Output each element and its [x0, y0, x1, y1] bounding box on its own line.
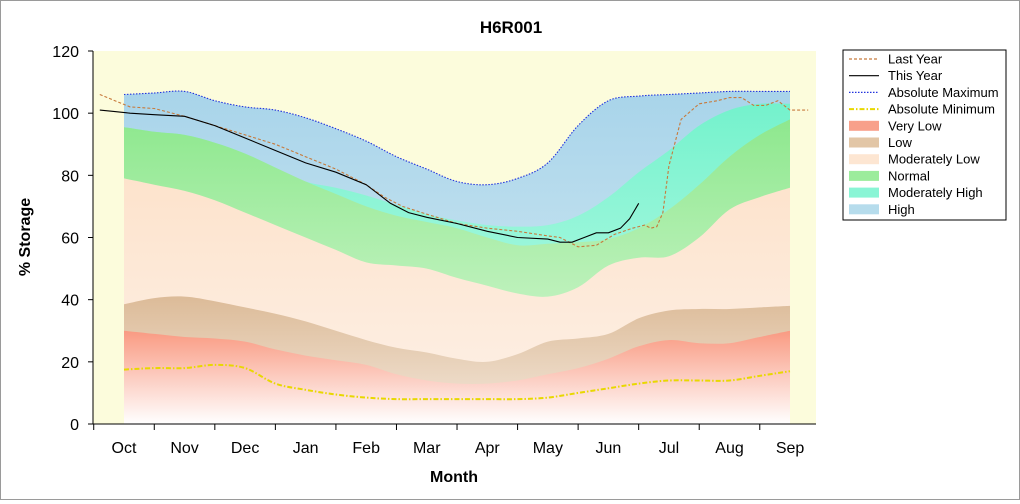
x-tick-label: Oct [112, 440, 137, 457]
legend-swatch-moderately-low [849, 154, 879, 165]
x-tick-label: Sep [776, 440, 805, 457]
x-tick-label: Jun [596, 440, 622, 457]
x-tick-label: May [533, 440, 563, 457]
this-year-line [99, 109, 640, 243]
chart-title: H6R001 [480, 18, 542, 37]
y-tick-label: 40 [61, 293, 79, 310]
absolute-minimum-line [123, 363, 791, 401]
legend-swatch-low [849, 137, 879, 148]
x-tick-label: Aug [715, 440, 743, 457]
x-tick-label: Dec [231, 440, 259, 457]
absolute-maximum-line [123, 90, 790, 186]
band-very-low [124, 330, 790, 424]
legend-label-this-year: This Year [888, 68, 943, 83]
legend-swatch-normal [849, 170, 879, 181]
x-tick-label: Apr [475, 440, 501, 457]
x-tick-label: Jul [659, 440, 679, 457]
x-tick-label: Mar [413, 440, 441, 457]
legend-swatch-high [849, 204, 879, 215]
y-tick-label: 120 [52, 44, 79, 61]
legend-label-moderately-low: Moderately Low [888, 152, 980, 167]
legend-label-absolute-maximum: Absolute Maximum [888, 85, 999, 100]
legend-label-high: High [888, 202, 915, 217]
y-tick-label: 100 [52, 106, 79, 123]
legend-label-last-year: Last Year [888, 52, 943, 67]
y-tick-label: 0 [70, 417, 79, 434]
y-tick-label: 20 [61, 355, 79, 372]
legend-label-absolute-minimum: Absolute Minimum [888, 102, 995, 117]
legend-label-moderately-high: Moderately High [888, 185, 983, 200]
legend-label-low: Low [888, 135, 912, 150]
legend-swatch-very-low [849, 120, 879, 131]
x-tick-label: Nov [170, 440, 198, 457]
legend-label-normal: Normal [888, 168, 930, 183]
x-axis-label: Month [430, 469, 478, 486]
y-axis-label: % Storage [17, 198, 34, 276]
y-tick-label: 80 [61, 168, 79, 185]
x-tick-label: Jan [293, 440, 319, 457]
y-tick-label: 60 [61, 231, 79, 248]
legend-label-very-low: Very Low [888, 118, 942, 133]
legend-swatch-moderately-high [849, 187, 879, 198]
x-tick-label: Feb [352, 440, 380, 457]
